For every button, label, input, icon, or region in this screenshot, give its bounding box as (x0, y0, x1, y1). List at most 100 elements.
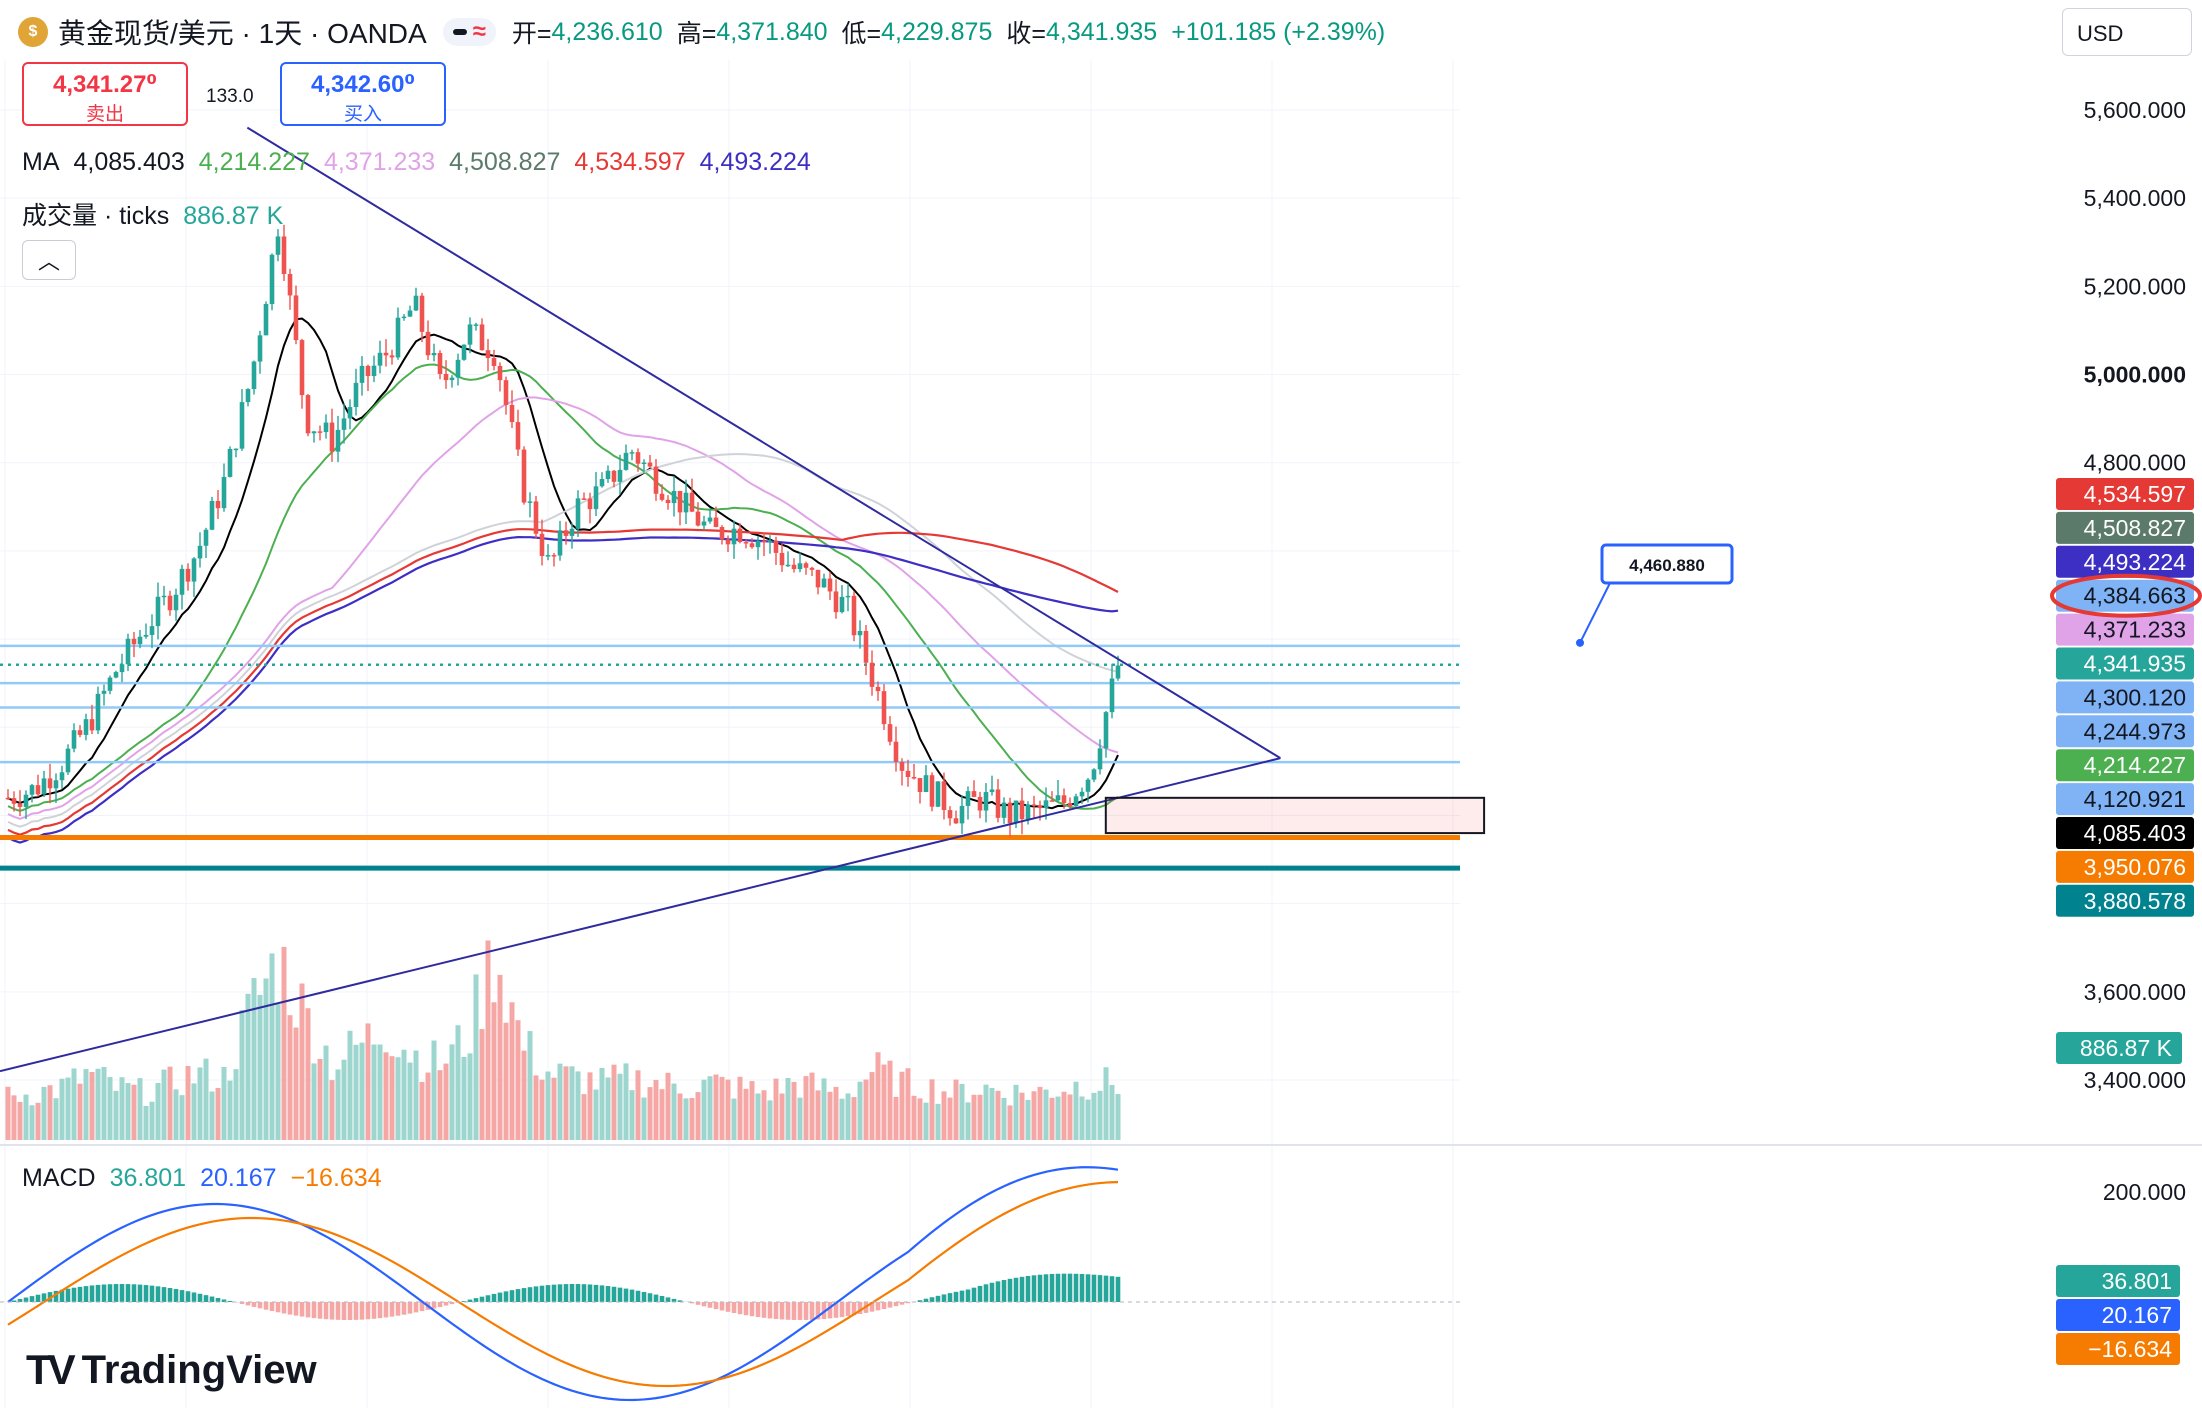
volume-bar (185, 1066, 191, 1140)
volume-bar (899, 1071, 905, 1140)
volume-bar (23, 1094, 29, 1140)
candle-body (251, 361, 257, 390)
candle-body (353, 382, 359, 408)
candle-body (971, 791, 977, 797)
macd-hist-bar (209, 1296, 215, 1302)
volume-bar (1037, 1086, 1043, 1140)
ma-legend[interactable]: MA 4,085.403 4,214.227 4,371.233 4,508.827 4,… (22, 148, 825, 177)
price-axis: 5,600.000 5,400.000 5,200.000 5,000.000 4,80… (2050, 97, 2202, 1365)
macd-hist-bar (383, 1302, 389, 1318)
price-tag-4: 4,384.663 (2084, 583, 2186, 609)
volume-bar (671, 1083, 677, 1140)
macd-hist-bar (1043, 1274, 1049, 1302)
volume-bar (245, 993, 251, 1140)
volume-bar (917, 1098, 923, 1140)
macd-hist-bar (1073, 1273, 1079, 1302)
volume-bar (701, 1079, 707, 1140)
volume-bar (281, 946, 287, 1140)
dash-icon (452, 29, 467, 35)
symbol-title[interactable]: 黄金现货/美元 · 1天 · OANDA (58, 18, 427, 49)
buy-button[interactable]: 4,342.60⁰ 买入 (280, 62, 446, 126)
volume-bar (1085, 1099, 1091, 1140)
macd-legend[interactable]: MACD 36.801 20.167 −16.634 (22, 1164, 396, 1193)
macd-hist-bar (335, 1302, 341, 1320)
candle-body (563, 530, 569, 536)
candle-body (977, 796, 983, 811)
candle-body (917, 778, 923, 793)
macd-hist-bar (575, 1284, 581, 1302)
sell-button[interactable]: 4,341.27⁰ 卖出 (22, 62, 188, 126)
macd-tag-bg (2056, 1299, 2180, 1331)
macd-hist-bar (491, 1293, 497, 1302)
macd-hist-bar (53, 1290, 59, 1302)
macd-hist-bar (905, 1302, 911, 1304)
macd-hist-bar (101, 1284, 107, 1302)
candle-body (1055, 795, 1061, 801)
price-tag-bg (2056, 850, 2194, 883)
candle-body (653, 466, 659, 494)
candle-body (527, 501, 533, 503)
volume-bar (1055, 1096, 1061, 1140)
candle-body (35, 785, 41, 795)
candle-body (611, 470, 617, 482)
macd-hist-bar (299, 1302, 305, 1317)
macd-hist-bar (701, 1302, 707, 1307)
callout-anchor (1576, 638, 1584, 647)
volume-bar (713, 1074, 719, 1140)
volume-bar (731, 1098, 737, 1140)
candle-body (749, 543, 755, 548)
macd-hist-bar (413, 1302, 419, 1313)
candle-body (155, 596, 161, 627)
macd-hist-bar (377, 1302, 383, 1319)
volume-bar (785, 1078, 791, 1140)
macd-hist-bar (161, 1287, 167, 1302)
candle-body (227, 448, 233, 477)
price-tag-8: 4,244.973 (2084, 718, 2186, 744)
chart-style-toggle[interactable]: ≈ (442, 18, 496, 46)
macd-hist-bar (815, 1302, 821, 1320)
low-value: 4,229.875 (881, 17, 993, 46)
volume-bar (599, 1067, 605, 1140)
candle-body (521, 449, 527, 503)
candle-body (1019, 800, 1025, 820)
volume-bar (137, 1078, 143, 1140)
macd-hist-bar (947, 1293, 953, 1302)
candle-body (191, 558, 197, 582)
currency-selector[interactable]: USD (2062, 8, 2192, 56)
macd-hist-bar (851, 1302, 857, 1316)
candle-body (377, 352, 383, 366)
macd-value-1: 36.801 (109, 1164, 187, 1192)
macd-hist-bar (1115, 1276, 1121, 1302)
volume-bar (989, 1088, 995, 1140)
volume-bar (173, 1089, 179, 1140)
volume-bar (809, 1072, 815, 1140)
candle-body (587, 498, 593, 510)
volume-bar (827, 1091, 833, 1140)
volume-bar (287, 1015, 293, 1140)
volume-bar (953, 1079, 959, 1140)
price-tag-bg (2056, 478, 2194, 510)
macd-hist-bar (1097, 1275, 1103, 1302)
volume-bar (125, 1083, 131, 1140)
macd-hist-bar (557, 1284, 563, 1302)
price-tag-bg (2056, 579, 2194, 612)
volume-bar (299, 983, 305, 1140)
wave-icon: ≈ (472, 18, 486, 45)
macd-hist-bar (449, 1302, 455, 1305)
macd-hist-bar (887, 1302, 893, 1308)
candle-body (59, 772, 65, 781)
candle-body (425, 331, 431, 356)
macd-hist-bar (311, 1302, 317, 1319)
macd-hist-bar (611, 1286, 617, 1302)
collapse-legend-button[interactable]: ︿ (22, 240, 76, 280)
volume-legend[interactable]: 成交量 · ticks 886.87 K (22, 196, 297, 232)
tv-mark-icon: TV (26, 1346, 76, 1393)
macd-hist-bar (629, 1289, 635, 1302)
candle-body (203, 529, 209, 546)
macd-hist-bar (1055, 1273, 1061, 1302)
volume-bar (527, 1031, 533, 1140)
candle-body (1043, 800, 1049, 809)
volume-bar (755, 1093, 761, 1140)
ma-value-4: 4,508.827 (449, 148, 561, 176)
